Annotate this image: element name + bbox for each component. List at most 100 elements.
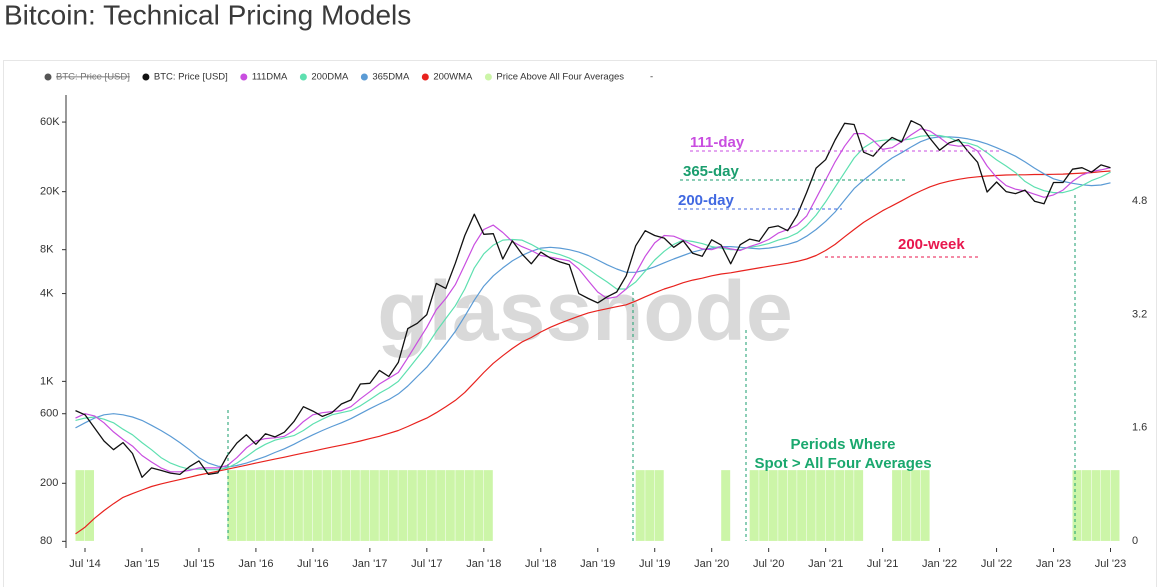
- legend-label: BTC: Price [USD]: [56, 72, 130, 83]
- legend-marker: [484, 73, 492, 81]
- indicator-bar: [445, 470, 455, 541]
- indicator-bar: [1091, 470, 1101, 541]
- y-tick-label: 80: [40, 535, 52, 547]
- indicator-bar: [721, 470, 731, 541]
- indicator-bar: [265, 470, 275, 541]
- x-tick-label: Jul '15: [183, 558, 214, 570]
- indicator-bar: [1082, 470, 1092, 541]
- x-tick-label: Jan '23: [1036, 558, 1071, 570]
- indicator-bar: [654, 470, 664, 541]
- indicator-bar: [901, 470, 911, 541]
- page-title: Bitcoin: Technical Pricing Models: [4, 0, 411, 30]
- annotation: 111-day: [690, 134, 745, 151]
- legend-label: 200DMA: [311, 72, 349, 83]
- x-tick-label: Jul '20: [753, 558, 784, 570]
- indicator-bar: [398, 470, 408, 541]
- y2-tick-label: 0: [1132, 535, 1138, 547]
- x-tick-label: Jul '16: [297, 558, 328, 570]
- x-tick-label: Jul '14: [69, 558, 100, 570]
- indicator-bar: [426, 470, 436, 541]
- y-tick-label: 4K: [40, 287, 54, 299]
- indicator-bar: [474, 470, 484, 541]
- indicator-bar: [75, 470, 85, 541]
- indicator-bar: [816, 470, 826, 541]
- indicator-bar: [778, 470, 788, 541]
- indicator-bar: [322, 470, 332, 541]
- y2-tick-label: 4.8: [1132, 195, 1147, 207]
- indicator-bar: [227, 470, 237, 541]
- x-tick-label: Jan '16: [238, 558, 273, 570]
- indicator-bar: [920, 470, 930, 541]
- indicator-bar: [797, 470, 807, 541]
- annotation: Spot > All Four Averages: [754, 455, 931, 472]
- series-line: [75, 128, 1111, 473]
- legend-marker: [240, 73, 248, 81]
- legend-marker: [44, 73, 52, 81]
- indicator-bar: [464, 470, 474, 541]
- indicator-bar: [407, 470, 417, 541]
- y-tick-label: 60K: [40, 116, 60, 128]
- x-tick-label: Jan '15: [124, 558, 159, 570]
- x-tick-label: Jul '18: [525, 558, 556, 570]
- indicator-bar: [246, 470, 256, 541]
- x-tick-label: Jul '17: [411, 558, 442, 570]
- legend-label: BTC: Price [USD]: [154, 72, 228, 83]
- legend-marker: [360, 73, 368, 81]
- indicator-bar: [369, 470, 379, 541]
- indicator-bar: [293, 470, 303, 541]
- legend-label: -: [650, 72, 653, 83]
- indicator-bar: [417, 470, 427, 541]
- indicator-bar: [379, 470, 389, 541]
- indicator-bar: [635, 470, 645, 541]
- x-tick-label: Jan '22: [922, 558, 957, 570]
- watermark: glassnode: [377, 264, 792, 358]
- indicator-bar: [236, 470, 246, 541]
- legend-label: 365DMA: [372, 72, 410, 83]
- chart-card: [3, 60, 1157, 587]
- x-tick-label: Jan '18: [466, 558, 501, 570]
- y-tick-label: 1K: [40, 375, 54, 387]
- series-line: [75, 170, 1111, 535]
- indicator-bar: [84, 470, 94, 541]
- legend-label: 200WMA: [433, 72, 473, 83]
- indicator-bar: [911, 470, 921, 541]
- indicator-bar: [759, 470, 769, 541]
- y2-tick-label: 1.6: [1132, 422, 1147, 434]
- indicator-bar: [645, 470, 655, 541]
- indicator-bar: [284, 470, 294, 541]
- x-tick-label: Jul '19: [639, 558, 670, 570]
- x-tick-label: Jan '17: [352, 558, 387, 570]
- indicator-bar: [455, 470, 465, 541]
- indicator-bar: [835, 470, 845, 541]
- annotations: [227, 150, 1076, 541]
- y-tick-label: 600: [40, 408, 58, 420]
- series-line: [75, 134, 1111, 471]
- indicator-bar: [1072, 470, 1082, 541]
- indicator-bar: [854, 470, 864, 541]
- x-tick-label: Jan '19: [580, 558, 615, 570]
- indicator-bar: [825, 470, 835, 541]
- annotation: Periods Where: [790, 436, 895, 453]
- indicator-bar: [274, 470, 284, 541]
- series-lines: [75, 120, 1111, 535]
- legend-label: Price Above All Four Averages: [496, 72, 624, 83]
- indicator-bar: [806, 470, 816, 541]
- indicator-bar: [341, 470, 351, 541]
- legend-marker: [421, 73, 429, 81]
- x-tick-label: Jul '23: [1095, 558, 1126, 570]
- indicator-bar: [360, 470, 370, 541]
- indicator-bar: [312, 470, 322, 541]
- indicator-bar: [768, 470, 778, 541]
- y-tick-label: 20K: [40, 186, 60, 198]
- indicator-bar: [388, 470, 398, 541]
- legend: BTC: Price [USD] BTC: Price [USD] 111DMA 20…: [44, 72, 653, 83]
- legend-marker: [299, 73, 307, 81]
- indicator-bar: [303, 470, 313, 541]
- indicator-bar: [787, 470, 797, 541]
- indicator-bar: [1110, 470, 1120, 541]
- indicator-bar: [436, 470, 446, 541]
- plot: 80 200 600 1K 4K 8K 20K 60K 0 1.6 3.2 4.8 Jul '14 Jan…: [40, 95, 1147, 570]
- indicator-bar: [350, 470, 360, 541]
- indicator-bar: [483, 470, 493, 541]
